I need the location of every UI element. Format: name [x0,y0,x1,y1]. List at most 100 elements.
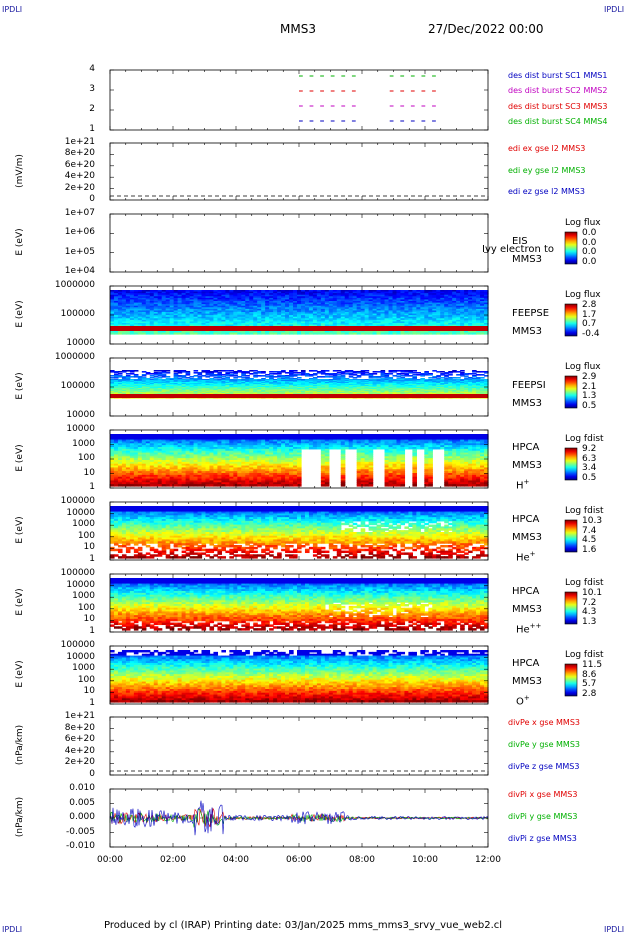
y-tick-label: 100000 [60,381,95,391]
y-tick-label: 10 [83,614,95,625]
legend-entry: des dist burst SC1 MMS1 [508,71,608,80]
y-tick-label: 8e+20 [64,722,95,733]
corner-mark-tl: IPDLI [2,5,23,14]
y-tick-label: 0 [89,194,95,204]
y-tick-label: 1 [89,482,95,492]
panel-frame [109,716,489,776]
colorbar [564,663,578,697]
y-tick-label: 10000 [66,579,95,590]
x-tick-label: 10:00 [412,855,438,865]
colorbar [564,447,578,481]
y-axis-label: E (eV) [15,300,25,328]
colorbar-value: 2.9 [582,372,597,382]
y-tick-label: 10000 [66,507,95,518]
y-tick-label: 100000 [60,568,95,578]
y-tick-label: 10 [83,686,95,697]
colorbar-value: 10.1 [582,588,603,598]
footer-text: Produced by cl (IRAP) Printing date: 03/… [104,920,503,931]
colorbar-title: Log fdist [565,578,604,588]
feepse-band [110,326,488,331]
legend-entry: des dist burst SC4 MMS4 [508,117,608,126]
y-axis-label: E (eV) [15,660,25,688]
y-tick-label: 10000 [66,338,95,348]
y-tick-label: 4e+20 [64,745,95,756]
spacecraft-label: MMS3 [512,326,542,337]
y-tick-label: 1000 [72,438,95,449]
corner-mark-tr: IPDLI [604,5,625,14]
y-axis-label: E (eV) [15,444,25,472]
instrument-label: HPCA [512,442,540,453]
colorbar-value: 0.5 [582,400,597,411]
species-label: He++ [516,622,542,636]
spacecraft-label: MMS3 [512,460,542,471]
colorbar-value: 0.0 [582,228,597,238]
species-label: H+ [516,478,530,492]
colorbar [564,303,578,337]
panel-note: Ivy electron to [482,244,555,255]
y-axis-label: (nPa/km) [15,724,25,766]
legend-entry: divPi z gse MMS3 [508,834,577,843]
corner-mark-br: IPDLI [604,925,625,934]
date-title: 27/Dec/2022 00:00 [428,22,544,36]
colorbar-title: Log fdist [565,434,604,444]
colorbar [564,375,578,409]
colorbar-value: 5.7 [582,679,597,689]
y-tick-label: 10 [83,542,95,553]
y-axis-label: E (eV) [15,516,25,544]
colorbar-value: 4.3 [582,607,597,617]
colorbar-value: -0.4 [582,328,600,339]
y-tick-label: 100 [77,530,95,541]
y-tick-label: 1000 [72,663,95,674]
instrument-label: FEEPSE [512,308,550,319]
spacecraft-label: MMS3 [512,398,542,409]
colorbar-value: 10.3 [582,516,603,526]
colorbar-value: 7.4 [582,525,597,536]
y-tick-label: 10000 [66,424,95,434]
colorbar-value: 0.0 [582,256,597,267]
y-tick-label: 4 [89,64,95,74]
y-tick-label: 2e+20 [64,182,95,193]
mission-title: MMS3 [280,22,316,36]
y-tick-label: 1e+05 [64,246,95,257]
colorbar-value: 2.8 [582,688,597,699]
y-tick-label: 10 [83,467,95,478]
legend-entry: edi ez gse l2 MMS3 [508,187,585,196]
y-tick-label: 1 [89,124,95,134]
y-tick-label: 3 [89,84,95,94]
colorbar-value: 0.0 [582,237,597,248]
spacecraft-label: MMS3 [512,604,542,615]
y-axis-label: E (eV) [15,372,25,400]
colorbar-title: Log flux [565,218,601,228]
y-tick-label: 1000 [72,591,95,602]
y-tick-label: 1000 [72,519,95,530]
y-axis-label: (nPa/km) [15,796,25,838]
colorbar-value: 0.5 [582,472,597,483]
y-tick-label: 1e+06 [64,227,95,238]
y-tick-label: 0.005 [69,797,95,808]
colorbar [564,231,578,265]
y-axis-label: E (eV) [15,228,25,256]
y-tick-label: -0.005 [65,826,95,837]
legend-entry: divPe z gse MMS3 [508,762,580,771]
x-tick-label: 00:00 [97,855,123,865]
y-axis-label: E (eV) [15,588,25,616]
species-label: O+ [516,694,530,708]
y-tick-label: 1e+21 [64,137,95,147]
x-tick-label: 12:00 [475,855,501,865]
y-tick-label: 100000 [60,640,95,650]
colorbar-value: 2.8 [582,300,597,310]
y-tick-label: 10000 [66,651,95,662]
y-tick-label: 10000 [66,410,95,420]
corner-mark-bl: IPDLI [2,925,23,934]
legend-entry: divPe x gse MMS3 [508,718,580,727]
legend-entry: edi ey gse l2 MMS3 [508,165,586,175]
feepsi-band [110,394,488,398]
y-tick-label: 1000000 [54,352,95,362]
x-tick-label: 06:00 [286,855,312,865]
colorbar-value: 1.3 [582,616,597,627]
y-tick-label: -0.010 [65,841,95,851]
y-tick-label: 6e+20 [64,734,95,745]
colorbar-value: 3.4 [582,463,597,473]
panel-frame [109,142,489,201]
